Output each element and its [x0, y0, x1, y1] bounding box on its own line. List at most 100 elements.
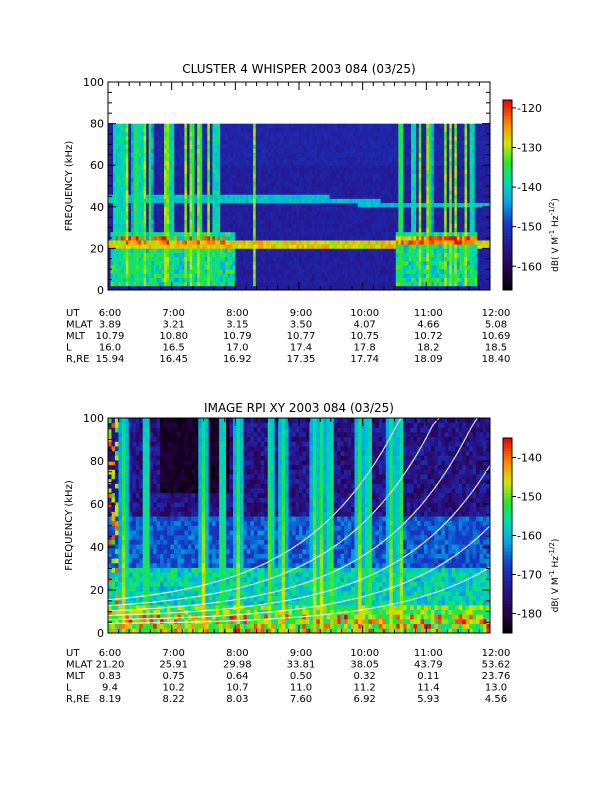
orbit-value: 17.4	[290, 343, 312, 354]
orbit-value: 11.0	[290, 683, 312, 694]
orbit-value: 0.32	[354, 671, 376, 682]
orbit-value: 8:00	[226, 648, 248, 659]
colorbar-label-part: Hz	[551, 556, 561, 571]
orbit-row-label: MLAT	[66, 660, 93, 671]
orbit-value: 5.93	[417, 694, 439, 705]
orbit-value: 3.89	[99, 320, 121, 331]
model-curve	[107, 417, 490, 612]
colorbar-label-part: dB( V M	[551, 577, 561, 612]
orbit-value: 9.4	[102, 683, 118, 694]
orbit-value: 10.7	[226, 683, 248, 694]
y-tick-label: 80	[90, 455, 104, 468]
orbit-value: 10.77	[287, 331, 316, 342]
colorbar-frame	[502, 99, 513, 291]
colorbar-label-part: -1/2	[548, 202, 556, 216]
orbit-value: 13.0	[485, 683, 507, 694]
colorbar-tick-label: -140	[517, 452, 542, 465]
orbit-value: 16.0	[99, 343, 121, 354]
orbit-value: 0.64	[226, 671, 248, 682]
colorbar-tick-label: -120	[517, 102, 542, 115]
colorbar-tick-label: -140	[517, 181, 542, 194]
orbit-row-label: MLT	[66, 331, 86, 342]
model-curve	[107, 525, 491, 621]
model-curve	[107, 417, 490, 607]
orbit-value: 8.03	[226, 694, 248, 705]
orbit-value: 17.35	[287, 354, 316, 365]
orbit-value: 11.2	[354, 683, 376, 694]
image-rpi-panel: IMAGE RPI XY 2003 084 (03/25) 0 20 40 60 80 10…	[64, 401, 561, 705]
orbit-row-label: MLAT	[66, 320, 93, 331]
colorbar-tick-label: -180	[517, 608, 542, 621]
colorbar-label-part: Hz	[551, 215, 561, 230]
colorbar-label-part: dB( V M	[551, 237, 561, 272]
y-tick-label: 0	[97, 284, 104, 297]
y-axis-label: FREQUENCY (kHz)	[64, 141, 75, 232]
orbit-value: 8:00	[226, 308, 248, 319]
orbit-value: 4.56	[485, 694, 507, 705]
colorbar-tick-label: -160	[517, 260, 542, 273]
orbit-value: 17.74	[350, 354, 379, 365]
orbit-value: 3.21	[163, 320, 185, 331]
orbit-row-label: L	[66, 343, 72, 354]
orbit-value: 12:00	[482, 308, 511, 319]
orbit-value: 16.45	[159, 354, 188, 365]
orbit-row-label: R,RE	[66, 694, 89, 705]
orbit-row-label: L	[66, 683, 72, 694]
orbit-value: 16.92	[223, 354, 252, 365]
colorbar: -140 -150 -160 -170 -180 dB( V M-1 Hz-1/2)	[502, 437, 561, 634]
orbit-value: 10.69	[482, 331, 511, 342]
orbit-value: 21.20	[96, 660, 125, 671]
orbit-value: 9:00	[290, 648, 312, 659]
orbit-value: 23.76	[482, 671, 511, 682]
orbit-value: 17.0	[226, 343, 248, 354]
orbit-value: 9:00	[290, 308, 312, 319]
orbit-value: 10:00	[350, 648, 379, 659]
spectrogram-image	[108, 82, 491, 291]
colorbar: -120 -130 -140 -150 -160 dB( V M-1 Hz-1/2)	[502, 99, 561, 291]
orbit-value: 0.75	[163, 671, 185, 682]
y-tick-label: 40	[90, 541, 104, 554]
orbit-row-label: R,RE	[66, 354, 89, 365]
orbit-value: 43.79	[414, 660, 443, 671]
colorbar-label: dB( V M-1 Hz-1/2)	[548, 198, 561, 272]
orbit-value: 3.15	[226, 320, 248, 331]
model-curve	[107, 465, 491, 616]
y-tick-label: 0	[97, 627, 104, 640]
y-axis-label: FREQUENCY (kHz)	[64, 480, 75, 571]
orbit-value: 11.4	[417, 683, 439, 694]
orbit-value: 25.91	[159, 660, 188, 671]
orbit-value: 10.79	[223, 331, 252, 342]
orbit-value: 10.79	[96, 331, 125, 342]
colorbar-label-part: -1	[548, 570, 556, 577]
colorbar-label-part: )	[551, 198, 561, 202]
orbit-value: 7:00	[162, 308, 184, 319]
chart-title: IMAGE RPI XY 2003 084 (03/25)	[204, 401, 394, 415]
orbit-value: 3.50	[290, 320, 312, 331]
colorbar-tick-label: -150	[517, 491, 542, 504]
orbit-row-label: UT	[66, 648, 80, 659]
orbit-row-label: UT	[66, 308, 80, 319]
y-tick-label: 60	[90, 498, 104, 511]
colorbar-label-part: )	[551, 539, 561, 543]
orbit-value: 10.72	[414, 331, 443, 342]
orbit-value: 6:00	[99, 648, 121, 659]
y-tick-label: 20	[90, 242, 104, 255]
colorbar-tick-label: -160	[517, 530, 542, 543]
orbit-value: 8.22	[163, 694, 185, 705]
orbit-value: 8.19	[99, 694, 121, 705]
orbit-value: 0.50	[290, 671, 312, 682]
orbit-table: UT 6:00 7:00 8:00 9:00 10:00 11:00 12:00 MLAT 3.8…	[66, 308, 510, 365]
orbit-value: 6.92	[354, 694, 376, 705]
orbit-value: 7.60	[290, 694, 312, 705]
orbit-value: 4.07	[354, 320, 376, 331]
orbit-value: 15.94	[96, 354, 125, 365]
orbit-row-label: MLT	[66, 671, 86, 682]
orbit-value: 18.40	[482, 354, 511, 365]
orbit-value: 29.98	[223, 660, 252, 671]
orbit-value: 5.08	[485, 320, 507, 331]
orbit-value: 17.8	[354, 343, 376, 354]
orbit-value: 16.5	[163, 343, 185, 354]
orbit-value: 12:00	[482, 648, 511, 659]
colorbar-tick-label: -130	[517, 142, 542, 155]
